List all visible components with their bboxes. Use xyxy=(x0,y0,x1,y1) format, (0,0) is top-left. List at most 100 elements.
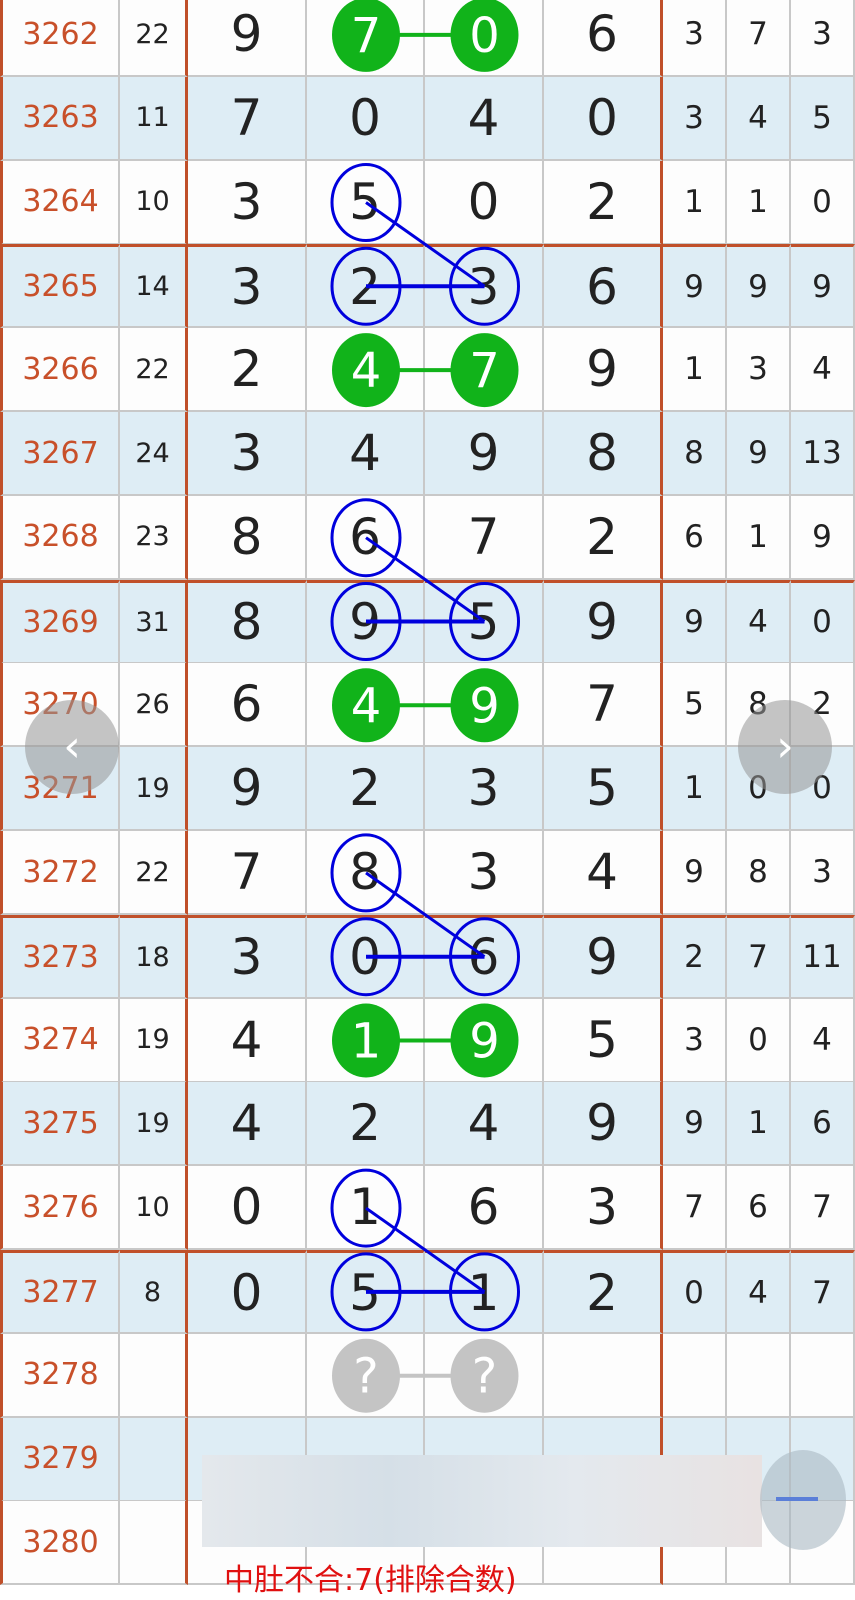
span-cell: 1 xyxy=(727,160,791,245)
digit-cell: 8 xyxy=(188,579,307,664)
sum-value: 31 xyxy=(120,579,188,664)
digit-cell: 9 xyxy=(425,412,544,496)
digit-cell xyxy=(425,998,544,1083)
table-row: 3265 14 3 2 3 6 9 9 9 xyxy=(0,244,855,329)
digit-cell: 8 xyxy=(188,495,307,580)
span-cell: 9 xyxy=(663,1082,727,1167)
digit-cell: 2 xyxy=(307,1082,425,1167)
digit-cell: 2 xyxy=(188,328,307,413)
span-cell: 3 xyxy=(663,76,727,161)
span-cell: 3 xyxy=(663,0,727,77)
table-row: 3276 10 0 1 6 3 7 6 7 xyxy=(0,1166,855,1251)
digit-cell: 9 xyxy=(188,0,307,77)
digit-cell: 5 xyxy=(544,747,663,832)
span-cell: 8 xyxy=(727,831,791,915)
sum-value: 22 xyxy=(120,328,188,413)
span-cell: 1 xyxy=(663,328,727,413)
digit-cell: 9 xyxy=(544,914,663,999)
table-row: 3267 24 3 4 9 8 8 9 13 xyxy=(0,412,855,496)
span-cell: 9 xyxy=(791,244,855,329)
span-cell: 3 xyxy=(727,328,791,413)
span-cell: 7 xyxy=(727,0,791,77)
sum-value: 14 xyxy=(120,244,188,329)
prev-page-button[interactable]: ‹ xyxy=(25,700,119,794)
span-cell: 0 xyxy=(791,579,855,664)
translate-floating-button[interactable] xyxy=(760,1450,846,1550)
issue-number: 3267 xyxy=(0,412,120,496)
span-cell: 7 xyxy=(727,914,791,999)
digit-cell: 3 xyxy=(425,747,544,832)
digit-cell: 8 xyxy=(544,412,663,496)
span-cell: 1 xyxy=(727,495,791,580)
sum-value xyxy=(120,1417,188,1502)
issue-number: 3279 xyxy=(0,1417,120,1502)
digit-cell: 4 xyxy=(544,831,663,915)
sum-value: 22 xyxy=(120,831,188,915)
blurred-overlay xyxy=(202,1455,762,1547)
sum-value: 19 xyxy=(120,1082,188,1167)
issue-number: 3273 xyxy=(0,914,120,999)
span-cell: 6 xyxy=(791,1082,855,1167)
span-cell: 11 xyxy=(791,914,855,999)
digit-cell: 5 xyxy=(425,579,544,664)
sum-value: 19 xyxy=(120,998,188,1083)
sum-value: 26 xyxy=(120,663,188,748)
table-row: 3263 11 7 0 4 0 3 4 5 xyxy=(0,76,855,161)
span-cell: 7 xyxy=(791,1250,855,1334)
span-cell: 7 xyxy=(663,1166,727,1251)
issue-number: 3265 xyxy=(0,244,120,329)
next-page-button[interactable]: › xyxy=(738,700,832,794)
digit-cell xyxy=(307,663,425,748)
span-cell: 4 xyxy=(791,998,855,1083)
span-cell: 1 xyxy=(663,160,727,245)
translate-icon xyxy=(776,1497,818,1501)
issue-number: 3266 xyxy=(0,328,120,413)
span-cell: 13 xyxy=(791,412,855,496)
issue-number: 3272 xyxy=(0,831,120,915)
digit-cell: 3 xyxy=(188,914,307,999)
digit-cell: 5 xyxy=(544,998,663,1083)
chevron-left-icon: ‹ xyxy=(63,721,81,772)
digit-cell: 2 xyxy=(544,495,663,580)
span-cell xyxy=(791,1333,855,1418)
digit-cell: 3 xyxy=(544,1166,663,1251)
digit-cell: 9 xyxy=(188,747,307,832)
span-cell: 3 xyxy=(791,831,855,915)
table-row: 3269 31 8 9 5 9 9 4 0 xyxy=(0,579,855,664)
table-row: 3277 8 0 5 1 2 0 4 7 xyxy=(0,1250,855,1334)
digit-cell: 9 xyxy=(544,579,663,664)
issue-number: 3263 xyxy=(0,76,120,161)
span-cell: 9 xyxy=(791,495,855,580)
table-row: 3272 22 7 8 3 4 9 8 3 xyxy=(0,831,855,915)
digit-cell: 6 xyxy=(544,244,663,329)
sum-value: 10 xyxy=(120,160,188,245)
digit-cell: 4 xyxy=(188,998,307,1083)
digit-cell xyxy=(425,1333,544,1418)
digit-cell: 6 xyxy=(188,663,307,748)
digit-cell xyxy=(425,0,544,77)
issue-number: 3262 xyxy=(0,0,120,77)
digit-cell: 0 xyxy=(307,76,425,161)
issue-number: 3275 xyxy=(0,1082,120,1167)
issue-number: 3277 xyxy=(0,1250,120,1334)
digit-cell: 3 xyxy=(425,244,544,329)
sum-value: 19 xyxy=(120,747,188,832)
digit-cell: 3 xyxy=(188,412,307,496)
sum-value: 18 xyxy=(120,914,188,999)
span-cell: 0 xyxy=(663,1250,727,1334)
table-row: 3275 19 4 2 4 9 9 1 6 xyxy=(0,1082,855,1167)
digit-cell: 3 xyxy=(188,244,307,329)
digit-cell: 0 xyxy=(544,76,663,161)
span-cell: 6 xyxy=(663,495,727,580)
digit-cell: 9 xyxy=(544,328,663,413)
digit-cell: 6 xyxy=(425,1166,544,1251)
span-cell: 5 xyxy=(663,663,727,748)
digit-cell xyxy=(307,1333,425,1418)
digit-cell: 3 xyxy=(188,160,307,245)
digit-cell: 0 xyxy=(188,1166,307,1251)
digit-cell xyxy=(307,0,425,77)
span-cell: 7 xyxy=(791,1166,855,1251)
span-cell: 8 xyxy=(663,412,727,496)
table-row: 3262 22 9 6 3 7 3 xyxy=(0,0,855,77)
digit-cell xyxy=(425,663,544,748)
